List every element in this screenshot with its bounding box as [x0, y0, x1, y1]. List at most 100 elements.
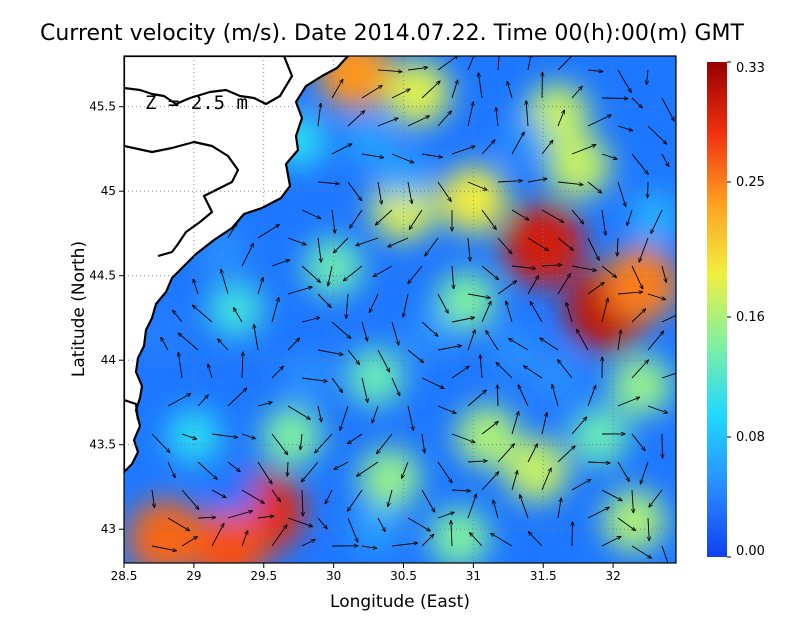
velocity-vector [481, 472, 499, 491]
coastline-lagoon [124, 398, 140, 421]
velocity-vector [617, 237, 618, 256]
velocity-vector [437, 56, 458, 71]
velocity-vector [167, 394, 191, 407]
velocity-vector [227, 461, 240, 472]
velocity-vector [511, 471, 518, 491]
velocity-vector [481, 422, 498, 435]
velocity-vector [361, 321, 368, 341]
velocity-vector [361, 153, 384, 158]
velocity-vector [541, 468, 551, 491]
velocity-vector [301, 209, 321, 219]
velocity-vector [151, 489, 154, 508]
velocity-vector [451, 490, 471, 491]
velocity-vector [241, 531, 248, 547]
velocity-vector [557, 110, 564, 127]
velocity-vector [470, 533, 483, 547]
velocity-vector [343, 265, 363, 281]
speed-patch [127, 499, 205, 563]
velocity-vector [437, 461, 452, 483]
velocity-vector [587, 181, 602, 193]
velocity-vector [524, 366, 543, 379]
velocity-vector [527, 444, 537, 463]
velocity-vector [540, 338, 559, 351]
velocity-vector [421, 321, 438, 336]
velocity-vector [347, 111, 365, 127]
velocity-vector [437, 512, 454, 519]
velocity-vector [631, 360, 648, 379]
velocity-vector [421, 534, 434, 547]
velocity-vector [437, 111, 452, 127]
x-tick-label: 29 [186, 569, 201, 583]
velocity-vector [407, 116, 430, 127]
velocity-vector [566, 303, 573, 323]
velocity-vector [601, 98, 628, 99]
velocity-vector [451, 318, 475, 323]
y-tick-label: 43.5 [89, 438, 116, 452]
velocity-vector [317, 103, 321, 127]
y-tick-label: 44 [101, 353, 116, 367]
velocity-vector [648, 517, 649, 541]
velocity-vector [527, 179, 547, 183]
colorbar-tick-label: 0.16 [736, 310, 765, 325]
velocity-vector [301, 377, 327, 381]
velocity-vector [254, 325, 259, 351]
velocity-vector [271, 525, 287, 547]
velocity-vector [334, 461, 349, 470]
speed-patch [407, 311, 455, 359]
velocity-vector [388, 237, 409, 247]
velocity-vector [587, 115, 611, 127]
velocity-vector [601, 536, 621, 547]
velocity-vector [497, 281, 517, 295]
velocity-vector [497, 385, 498, 407]
velocity-vector [631, 545, 652, 558]
plot-frame [123, 55, 677, 564]
colorbar-tick-label: 0.33 [736, 61, 765, 76]
velocity-vector [631, 97, 642, 108]
velocity-vector [511, 132, 524, 155]
velocity-vector [193, 279, 199, 295]
velocity-vector [301, 461, 319, 482]
velocity-vector [167, 517, 190, 531]
velocity-vector [331, 144, 352, 155]
velocity-vector [181, 433, 197, 439]
velocity-vector [227, 388, 247, 407]
velocity-vector [402, 461, 409, 478]
velocity-vector [467, 494, 476, 519]
velocity-vector [356, 237, 379, 246]
velocity-vector [421, 433, 425, 453]
velocity-vector [361, 545, 377, 548]
velocity-vector [348, 433, 363, 444]
velocity-vector [271, 260, 290, 267]
y-axis-ticks: 43 43.5 44 44.5 45 45.5 [89, 100, 124, 536]
velocity-vector [421, 489, 435, 512]
velocity-vector [617, 292, 643, 295]
velocity-vector [557, 274, 571, 295]
speed-patch [189, 507, 268, 563]
speed-patch [502, 204, 585, 287]
velocity-vector [347, 517, 358, 542]
velocity-vector [541, 265, 562, 266]
velocity-vector [301, 539, 315, 547]
colorbar-tick-label: 0.08 [736, 430, 765, 445]
velocity-vector [317, 405, 322, 422]
velocity-vector [451, 366, 469, 379]
speed-patch [208, 281, 264, 338]
velocity-vector [334, 237, 349, 253]
velocity-vectors [151, 56, 676, 563]
velocity-vector [317, 182, 339, 184]
velocity-vector [491, 533, 513, 547]
velocity-vector [557, 237, 573, 250]
velocity-vector [241, 243, 253, 267]
speed-patch [603, 246, 676, 322]
velocity-vector [391, 89, 410, 99]
velocity-vector [631, 153, 648, 174]
velocity-vector [181, 489, 199, 509]
velocity-vector [647, 125, 667, 144]
velocity-vector [647, 293, 666, 300]
velocity-vector [481, 301, 491, 323]
velocity-vector [497, 181, 522, 182]
velocity-vector [557, 181, 583, 185]
velocity-vector [509, 338, 529, 351]
velocity-vector [361, 86, 382, 99]
